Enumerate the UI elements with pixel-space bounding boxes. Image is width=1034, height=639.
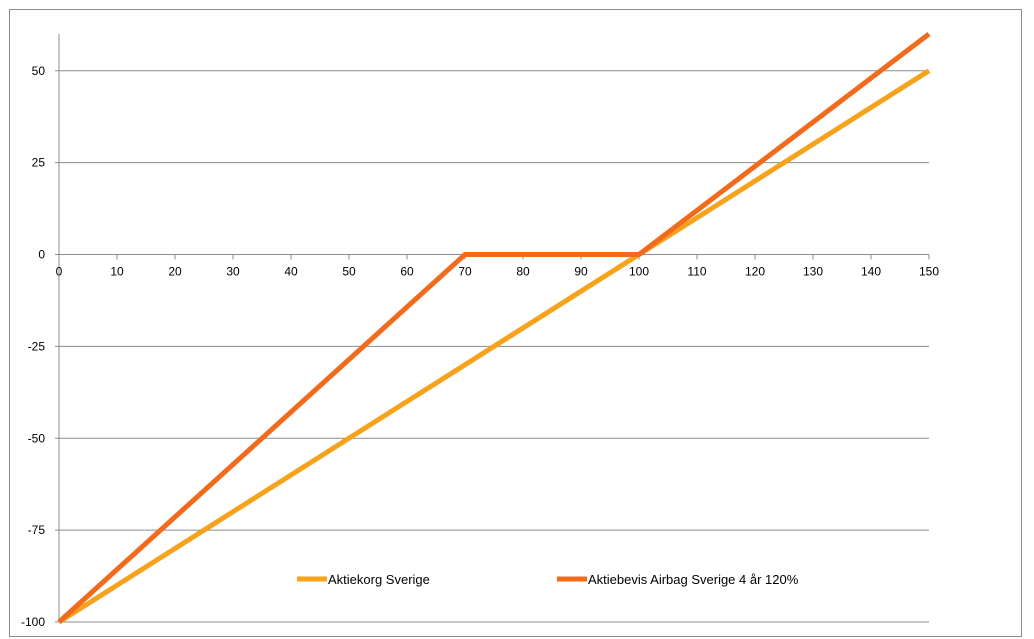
x-tick-label: 30: [226, 265, 240, 279]
chart-frame: [9, 9, 1022, 637]
x-tick-label: 20: [168, 265, 182, 279]
y-tick-label: -75: [28, 523, 46, 537]
x-tick-label: 10: [110, 265, 124, 279]
y-tick-label: -50: [28, 431, 46, 445]
legend: Aktiekorg Sverige Aktiebevis Airbag Sveri…: [297, 572, 799, 587]
y-tick-label: -25: [28, 339, 46, 353]
series-lines: [57, 32, 931, 625]
x-tick-label: 120: [745, 265, 765, 279]
y-tick-label: 0: [38, 248, 45, 262]
y-tick-labels: -100 -75 -50 -25 0 25 50: [21, 64, 45, 629]
x-tick-labels: 0 10 20 30 40 50 60 70 80 90 100 110 120 130 140 150: [56, 265, 940, 279]
x-tick-label: 110: [687, 265, 706, 279]
x-tick-label: 130: [803, 265, 823, 279]
x-tick-label: 150: [919, 265, 939, 279]
y-tick-label: 50: [32, 64, 46, 78]
x-tick-label: 0: [56, 265, 63, 279]
x-tick-label: 100: [629, 265, 649, 279]
x-tick-label: 140: [861, 265, 881, 279]
x-tick-label: 90: [574, 265, 588, 279]
axes: [55, 34, 930, 623]
x-tick-label: 50: [342, 265, 356, 279]
y-tick-label: -100: [21, 615, 45, 629]
legend-label-2: Aktiebevis Airbag Sverige 4 år 120%: [588, 572, 799, 587]
y-tick-label: 25: [32, 156, 46, 170]
series-line-2: [57, 32, 931, 624]
x-tick-label: 40: [284, 265, 298, 279]
x-tick-label: 70: [458, 265, 472, 279]
series-line-1: [57, 68, 931, 625]
x-tick-label: 80: [516, 265, 530, 279]
x-tick-label: 60: [400, 265, 414, 279]
legend-label-1: Aktiekorg Sverige: [328, 572, 430, 587]
